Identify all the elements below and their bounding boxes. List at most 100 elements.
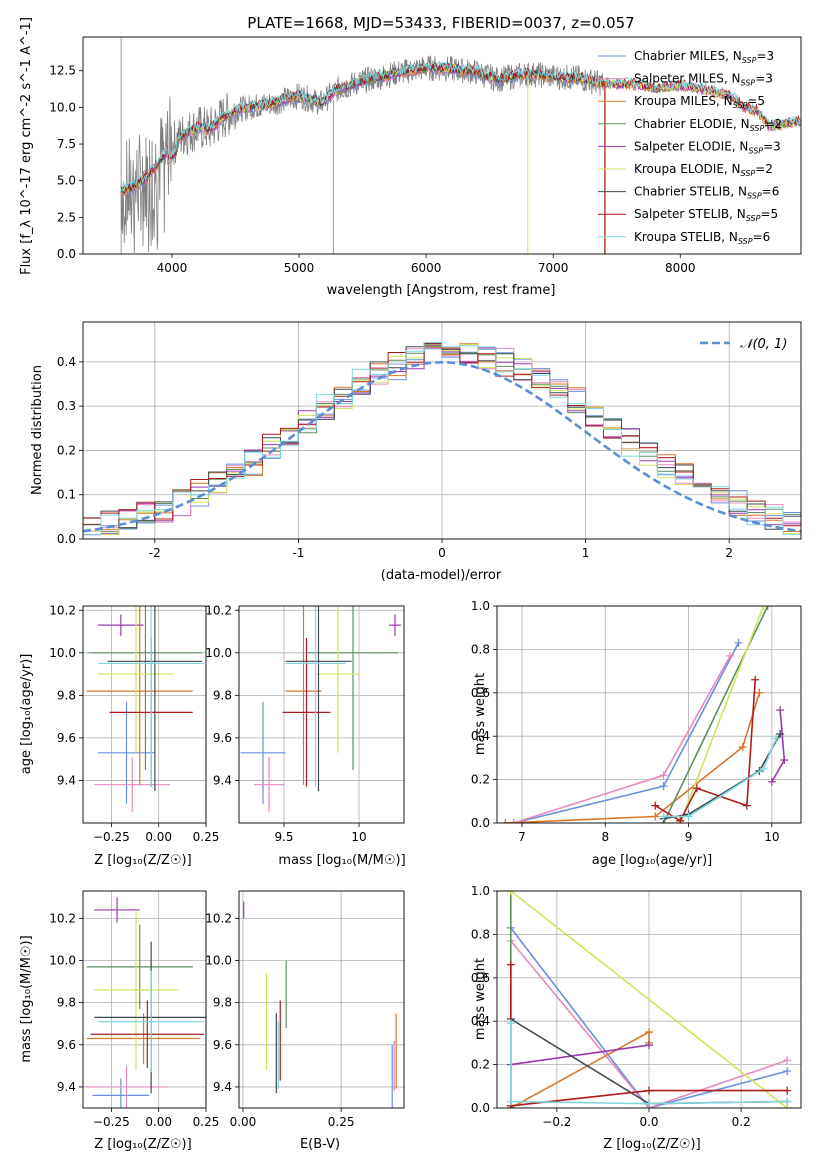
y-tick-label: 0.0 bbox=[57, 247, 76, 261]
weight-point-salpeter_elodie bbox=[645, 1041, 653, 1050]
y-axis-label: mass weight bbox=[473, 958, 488, 1040]
x-tick-label: -1 bbox=[292, 546, 304, 560]
x-tick-label: 0.00 bbox=[230, 1115, 257, 1129]
y-axis-label: Normed distribution bbox=[30, 365, 45, 495]
x-tick-label: 0.25 bbox=[193, 1115, 220, 1129]
x-axis-label: mass [log₁₀(M/M☉)] bbox=[278, 853, 405, 868]
weight-point-kroupa_stelib bbox=[506, 1019, 515, 1028]
y-tick-label: 2.5 bbox=[57, 210, 76, 224]
x-tick-label: 0 bbox=[438, 546, 446, 560]
y-tick-label: 0.8 bbox=[471, 927, 490, 941]
y-tick-label: 10.0 bbox=[49, 100, 76, 114]
panel-mass_vs_ebv: 0.00 0.25 9.4 9.6 9.8 10.0 10.2 E(B-V) bbox=[205, 890, 405, 1152]
x-tick-label: −0.25 bbox=[93, 830, 130, 844]
plot-area-weight_vs_Z bbox=[506, 891, 792, 1108]
x-tick-label: 5000 bbox=[284, 261, 315, 275]
y-tick-label: 9.4 bbox=[213, 773, 232, 787]
weight-line-kroupa_miles bbox=[510, 1030, 650, 1108]
y-tick-label: 5.0 bbox=[57, 174, 76, 188]
weight-point-salpeter_stelib bbox=[692, 784, 701, 793]
x-axis-label: age [log₁₀(age/yr)] bbox=[592, 853, 713, 868]
legend-label: Chabrier ELODIE, NSSP=2 bbox=[634, 117, 782, 133]
y-tick-label: 9.6 bbox=[57, 1038, 76, 1052]
plot-area-age_vs_Z bbox=[86, 606, 205, 813]
axes-frame bbox=[82, 890, 207, 1109]
weight-point-kroupa_stelib bbox=[783, 1097, 792, 1106]
y-tick-label: 9.6 bbox=[57, 731, 76, 745]
plot-area-mass_vs_ebv bbox=[243, 901, 397, 1108]
y-tick-label: 9.4 bbox=[57, 773, 76, 787]
y-tick-label: 0.2 bbox=[57, 443, 76, 457]
weight-line-chabrier_miles bbox=[513, 642, 740, 823]
weight-point-kroupa_stelib bbox=[645, 1099, 653, 1108]
x-tick-label: 10 bbox=[351, 830, 366, 844]
x-tick-label: 0.0 bbox=[639, 1115, 658, 1129]
legend-label: Salpeter ELODIE, NSSP=3 bbox=[634, 139, 781, 155]
y-tick-label: 0.2 bbox=[471, 1058, 490, 1072]
x-tick-label: 4000 bbox=[157, 261, 188, 275]
weight-point-salpeter_stelib bbox=[645, 1086, 653, 1095]
y-tick-label: 10.2 bbox=[49, 911, 76, 925]
legend-label: Salpeter MILES, NSSP=3 bbox=[634, 72, 773, 88]
x-tick-label: 8 bbox=[601, 830, 609, 844]
weight-line-kroupa_stelib bbox=[509, 1023, 788, 1105]
x-tick-label: 0.00 bbox=[145, 1115, 172, 1129]
y-tick-label: 10.2 bbox=[205, 603, 232, 617]
model-spectrum-kroupa_stelib bbox=[120, 60, 801, 192]
y-tick-label: 0.8 bbox=[471, 642, 490, 656]
plot-area-residuals bbox=[83, 342, 801, 536]
weight-point-kroupa_miles bbox=[645, 1028, 653, 1037]
axes-frame bbox=[238, 890, 405, 1109]
histogram-kroupa_stelib bbox=[83, 342, 801, 536]
panel-residuals: -2 -1 0 1 2 0.0 0.1 0.2 0.3 0.4 𝒩(0, 1) (data-model… bbox=[30, 321, 802, 583]
plot-area-spectrum bbox=[120, 37, 801, 254]
weight-line-salpeter_elodie bbox=[510, 1044, 650, 1066]
legend-label: Chabrier STELIB, NSSP=6 bbox=[634, 185, 779, 201]
x-axis-label: (data-model)/error bbox=[381, 568, 502, 583]
weight-point-kroupa_stelib bbox=[684, 812, 693, 821]
weight-point-kroupa_miles bbox=[651, 812, 660, 821]
axes-frame bbox=[82, 605, 207, 824]
weight-point-kroupa_miles bbox=[755, 688, 764, 697]
panel-age_vs_Z: −0.25 0.00 0.25 9.4 9.6 9.8 10.0 10.2 Z [log₁₀(Z… bbox=[19, 603, 220, 868]
y-tick-label: 9.8 bbox=[213, 688, 232, 702]
y-tick-label: 10.0 bbox=[49, 954, 76, 968]
y-tick-label: 0.2 bbox=[471, 773, 490, 787]
y-tick-label: 10.0 bbox=[205, 646, 232, 660]
weight-point-salpeter_miles bbox=[509, 819, 518, 823]
legend-label: 𝒩(0, 1) bbox=[740, 337, 787, 352]
x-axis-label: Z [log₁₀(Z/Z☉)] bbox=[94, 853, 191, 868]
axes-frame bbox=[238, 605, 405, 824]
legend-label: Kroupa ELODIE, NSSP=2 bbox=[634, 162, 773, 178]
x-tick-label: 9 bbox=[685, 830, 693, 844]
y-tick-label: 1.0 bbox=[471, 599, 490, 613]
panel-weight_vs_Z: −0.2 0.0 0.2 0.0 0.2 0.4 0.6 0.8 1.0 Z [log₁₀(Z/Z… bbox=[471, 884, 802, 1152]
y-tick-label: 1.0 bbox=[471, 884, 490, 898]
axes-frame bbox=[496, 890, 802, 1109]
x-tick-label: 2 bbox=[725, 546, 733, 560]
x-axis-label: E(B-V) bbox=[300, 1137, 340, 1152]
x-tick-label: 0.25 bbox=[193, 830, 220, 844]
y-tick-label: 9.4 bbox=[57, 1080, 76, 1094]
weight-line-salpeter_miles bbox=[510, 940, 788, 1108]
y-tick-label: 10.0 bbox=[205, 954, 232, 968]
plot-area-age_vs_mass bbox=[240, 606, 401, 813]
x-tick-label: 7 bbox=[518, 830, 526, 844]
y-tick-label: 9.6 bbox=[213, 731, 232, 745]
weight-point-salpeter_miles bbox=[783, 1056, 792, 1065]
y-tick-label: 9.8 bbox=[57, 996, 76, 1010]
weight-point-chabrier_stelib bbox=[776, 730, 785, 739]
y-axis-label: age [log₁₀(age/yr)] bbox=[19, 654, 34, 775]
axes-frame bbox=[496, 605, 802, 824]
x-tick-label: −0.25 bbox=[93, 1115, 130, 1129]
weight-line-kroupa_elodie bbox=[510, 891, 788, 1108]
y-tick-label: 9.8 bbox=[213, 996, 232, 1010]
weight-point-kroupa_stelib bbox=[772, 734, 781, 743]
weight-line-kroupa_miles bbox=[505, 692, 761, 823]
axes-frame bbox=[82, 321, 802, 540]
panel-mass_vs_Z: −0.25 0.00 0.25 9.4 9.6 9.8 10.0 10.2 Z [log₁₀(Z… bbox=[19, 890, 220, 1152]
y-tick-label: 12.5 bbox=[49, 64, 76, 78]
weight-point-salpeter_stelib bbox=[751, 675, 760, 684]
weight-point-salpeter_miles bbox=[659, 771, 668, 780]
